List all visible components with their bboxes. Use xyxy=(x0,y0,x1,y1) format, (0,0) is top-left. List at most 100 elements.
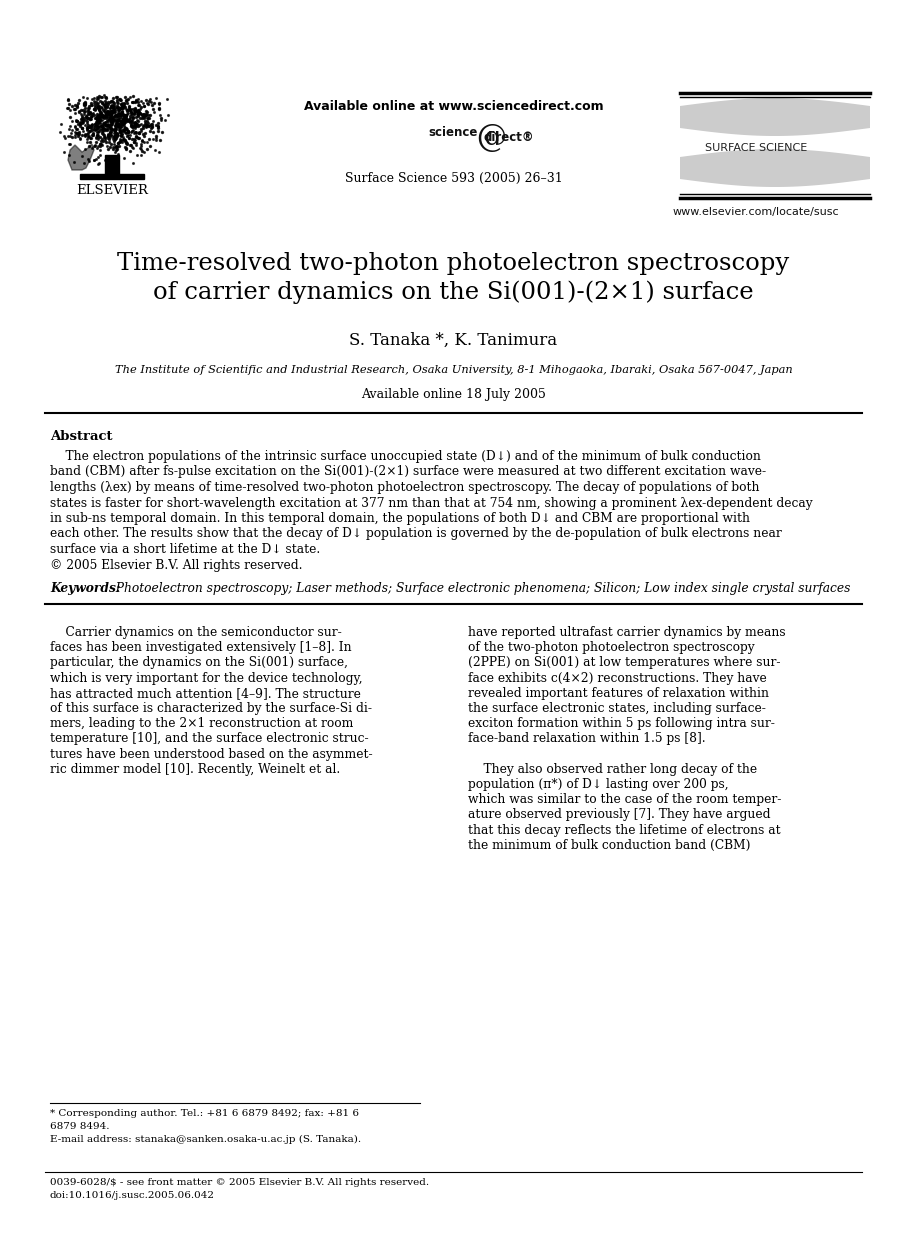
Text: Time-resolved two-photon photoelectron spectroscopy: Time-resolved two-photon photoelectron s… xyxy=(117,253,790,275)
Point xyxy=(104,115,119,135)
Point xyxy=(114,126,129,146)
Point xyxy=(84,109,99,129)
Point xyxy=(131,105,145,125)
Point xyxy=(84,105,99,125)
Text: They also observed rather long decay of the: They also observed rather long decay of … xyxy=(468,763,757,776)
Point xyxy=(93,134,107,154)
Point xyxy=(78,98,93,118)
Point xyxy=(120,100,134,120)
Point xyxy=(145,114,160,134)
Point xyxy=(119,109,133,129)
Point xyxy=(109,111,123,131)
Point xyxy=(63,124,78,144)
Point xyxy=(119,139,133,158)
Point xyxy=(77,102,92,121)
Point xyxy=(73,114,87,134)
Point xyxy=(75,121,90,141)
Point xyxy=(93,99,107,119)
Point xyxy=(65,128,80,147)
Point xyxy=(130,104,144,124)
Point xyxy=(78,115,93,135)
Point xyxy=(92,105,106,125)
Point xyxy=(121,121,135,141)
Point xyxy=(113,105,128,125)
Point xyxy=(93,146,108,166)
Point xyxy=(91,113,105,132)
Point xyxy=(121,100,135,120)
Point xyxy=(104,97,119,116)
Point xyxy=(83,129,98,149)
Point xyxy=(134,136,149,156)
Point xyxy=(125,116,140,136)
Point xyxy=(158,110,172,130)
Point xyxy=(105,111,120,131)
Point xyxy=(138,123,152,142)
Point xyxy=(144,118,159,137)
Point xyxy=(98,97,112,116)
Point xyxy=(119,105,133,125)
Point xyxy=(67,152,82,172)
Point xyxy=(74,146,89,166)
Point xyxy=(131,103,145,123)
Point xyxy=(129,106,143,126)
Point xyxy=(107,95,122,115)
Point xyxy=(102,99,117,119)
Point xyxy=(104,105,119,125)
Point xyxy=(94,119,109,139)
Point xyxy=(114,98,129,118)
Text: S. Tanaka *, K. Tanimura: S. Tanaka *, K. Tanimura xyxy=(349,332,558,349)
Point xyxy=(113,103,128,123)
Point xyxy=(83,129,98,149)
Point xyxy=(131,128,145,147)
Point xyxy=(95,131,110,151)
Point xyxy=(149,88,163,108)
Point xyxy=(124,135,139,155)
Point xyxy=(126,132,141,152)
Point xyxy=(124,113,139,132)
Point xyxy=(102,103,117,123)
Text: direct®: direct® xyxy=(483,131,534,144)
Point xyxy=(142,115,157,135)
Point xyxy=(74,118,89,137)
Point xyxy=(82,98,96,118)
Point xyxy=(123,135,138,155)
Point xyxy=(68,95,83,115)
Point xyxy=(76,93,91,113)
Point xyxy=(102,105,117,125)
Point xyxy=(93,113,107,132)
Point xyxy=(117,113,132,132)
Point xyxy=(113,89,128,109)
Point xyxy=(93,128,107,147)
Point xyxy=(100,120,114,140)
Point xyxy=(70,123,84,142)
Point xyxy=(121,123,135,142)
Point xyxy=(151,113,165,132)
Point xyxy=(95,123,110,142)
Point xyxy=(117,93,132,113)
Point xyxy=(100,136,114,156)
Point xyxy=(117,94,132,114)
Point xyxy=(134,92,149,111)
Point xyxy=(141,129,156,149)
Point xyxy=(110,105,124,125)
Point xyxy=(126,118,141,137)
Point xyxy=(87,99,102,119)
Point xyxy=(98,119,112,139)
Point xyxy=(67,118,82,137)
Point xyxy=(108,100,122,120)
Text: the minimum of bulk conduction band (CBM): the minimum of bulk conduction band (CBM… xyxy=(468,839,750,852)
Point xyxy=(87,88,102,108)
Point xyxy=(120,119,134,139)
Point xyxy=(151,116,165,136)
Point xyxy=(86,123,101,142)
Point xyxy=(95,98,110,118)
Point xyxy=(137,132,151,152)
Point xyxy=(93,116,108,136)
Point xyxy=(127,123,141,142)
Point xyxy=(93,92,108,111)
Point xyxy=(113,121,128,141)
Point xyxy=(118,113,132,132)
Point xyxy=(73,128,87,147)
Point xyxy=(61,90,75,110)
Point xyxy=(160,89,174,109)
